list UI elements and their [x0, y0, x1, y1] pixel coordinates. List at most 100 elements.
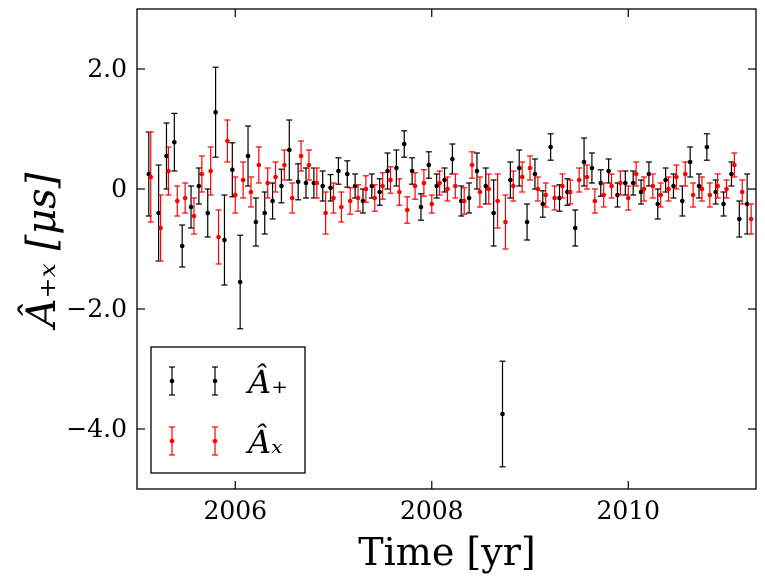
legend-marker [212, 378, 218, 384]
data-point [253, 219, 259, 225]
data-point [729, 171, 734, 177]
data-point [560, 183, 565, 189]
data-point [199, 171, 205, 177]
data-point [344, 171, 350, 177]
data-point [724, 186, 729, 192]
data-point [347, 198, 353, 204]
data-point [279, 183, 284, 189]
data-point [230, 167, 235, 173]
data-point [237, 279, 243, 285]
data-point [412, 183, 418, 189]
y-tick-label: −2.0 [66, 294, 127, 323]
data-point [744, 201, 750, 207]
data-point [418, 204, 424, 210]
data-point [519, 174, 525, 180]
data-point [450, 156, 455, 162]
data-point [650, 183, 656, 189]
data-point [166, 168, 171, 174]
data-point [404, 207, 410, 213]
data-point [188, 204, 194, 210]
data-point [699, 186, 705, 192]
data-point [409, 168, 415, 174]
data-point [306, 162, 312, 168]
ticks [137, 9, 756, 489]
data-point [426, 162, 432, 168]
data-point [623, 180, 628, 186]
data-point [466, 195, 472, 201]
data-point [437, 180, 442, 186]
data-point [568, 189, 573, 195]
data-point [213, 109, 218, 115]
data-point [179, 243, 185, 249]
data-point [532, 171, 538, 177]
data-point [323, 210, 328, 216]
data-point [172, 139, 177, 145]
data-point [633, 171, 639, 177]
y-axis-title: Â₊ₓ [μs] [18, 172, 65, 331]
data-point [191, 213, 197, 219]
data-point [535, 186, 541, 192]
data-point [328, 185, 333, 191]
data-point [666, 186, 671, 192]
data-point [245, 153, 251, 159]
legend-items: Â₊ Âₓ [169, 363, 288, 461]
data-point [355, 195, 361, 201]
data-point [646, 171, 652, 177]
data-point [576, 177, 582, 183]
legend-box [150, 346, 306, 474]
data-point [289, 195, 295, 201]
data-point [273, 174, 278, 180]
data-point [483, 183, 489, 189]
y-tick-label: 2.0 [87, 54, 127, 83]
legend-marker [212, 438, 218, 444]
data-point [421, 180, 427, 186]
data-point [336, 168, 341, 174]
data-point [508, 177, 513, 183]
data-point [491, 210, 496, 216]
data-point [739, 189, 745, 195]
data-point [474, 168, 480, 174]
data-point [158, 225, 163, 231]
data-point [671, 183, 676, 189]
data-point [331, 195, 336, 201]
data-point [704, 144, 710, 150]
data-point [609, 183, 614, 189]
data-point [638, 189, 644, 195]
data-point [298, 153, 304, 159]
series-A-plus [145, 66, 751, 468]
data-point [461, 198, 467, 204]
legend-label: Âₓ [245, 423, 283, 461]
data-point [687, 159, 693, 165]
data-point [690, 192, 696, 198]
data-point [572, 225, 578, 231]
data-point [552, 195, 557, 201]
data-point [625, 195, 631, 201]
axes-frame [136, 8, 757, 490]
tick-labels: 2006 2008 2010 2.0 0 −2.0 −4.0 [66, 54, 660, 525]
data-point [736, 216, 742, 222]
data-point [680, 198, 685, 204]
data-point [592, 198, 598, 204]
data-point [500, 411, 505, 417]
series-layer [145, 66, 755, 468]
data-point [388, 177, 393, 183]
data-point [442, 177, 447, 183]
x-tick-label: 2010 [596, 496, 660, 525]
data-point [503, 219, 508, 225]
data-point [262, 210, 268, 216]
data-point [543, 192, 549, 198]
data-point [524, 219, 530, 225]
legend-label: Â₊ [245, 363, 288, 401]
data-point [630, 180, 636, 186]
data-point [495, 198, 500, 204]
data-point [618, 180, 623, 186]
data-point [682, 171, 688, 177]
data-point [429, 201, 435, 207]
data-point [453, 183, 458, 189]
data-point [380, 183, 385, 189]
data-point [372, 195, 378, 201]
data-point [320, 183, 326, 189]
data-point [397, 189, 402, 195]
data-point [196, 183, 202, 189]
data-point [216, 234, 221, 240]
